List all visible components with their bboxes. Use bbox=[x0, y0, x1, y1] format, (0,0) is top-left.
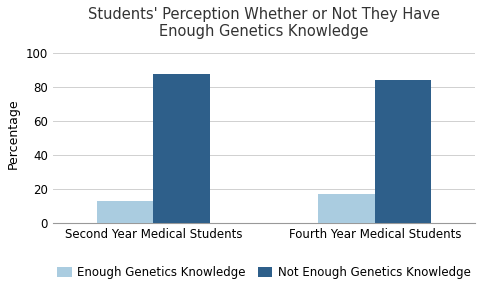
Title: Students' Perception Whether or Not They Have
Enough Genetics Knowledge: Students' Perception Whether or Not They… bbox=[88, 7, 440, 39]
Legend: Enough Genetics Knowledge, Not Enough Genetics Knowledge: Enough Genetics Knowledge, Not Enough Ge… bbox=[52, 261, 476, 283]
Bar bbox=[97, 201, 154, 223]
Bar bbox=[154, 74, 210, 223]
Y-axis label: Percentage: Percentage bbox=[7, 99, 20, 169]
Bar bbox=[375, 80, 431, 223]
Bar bbox=[318, 194, 375, 223]
